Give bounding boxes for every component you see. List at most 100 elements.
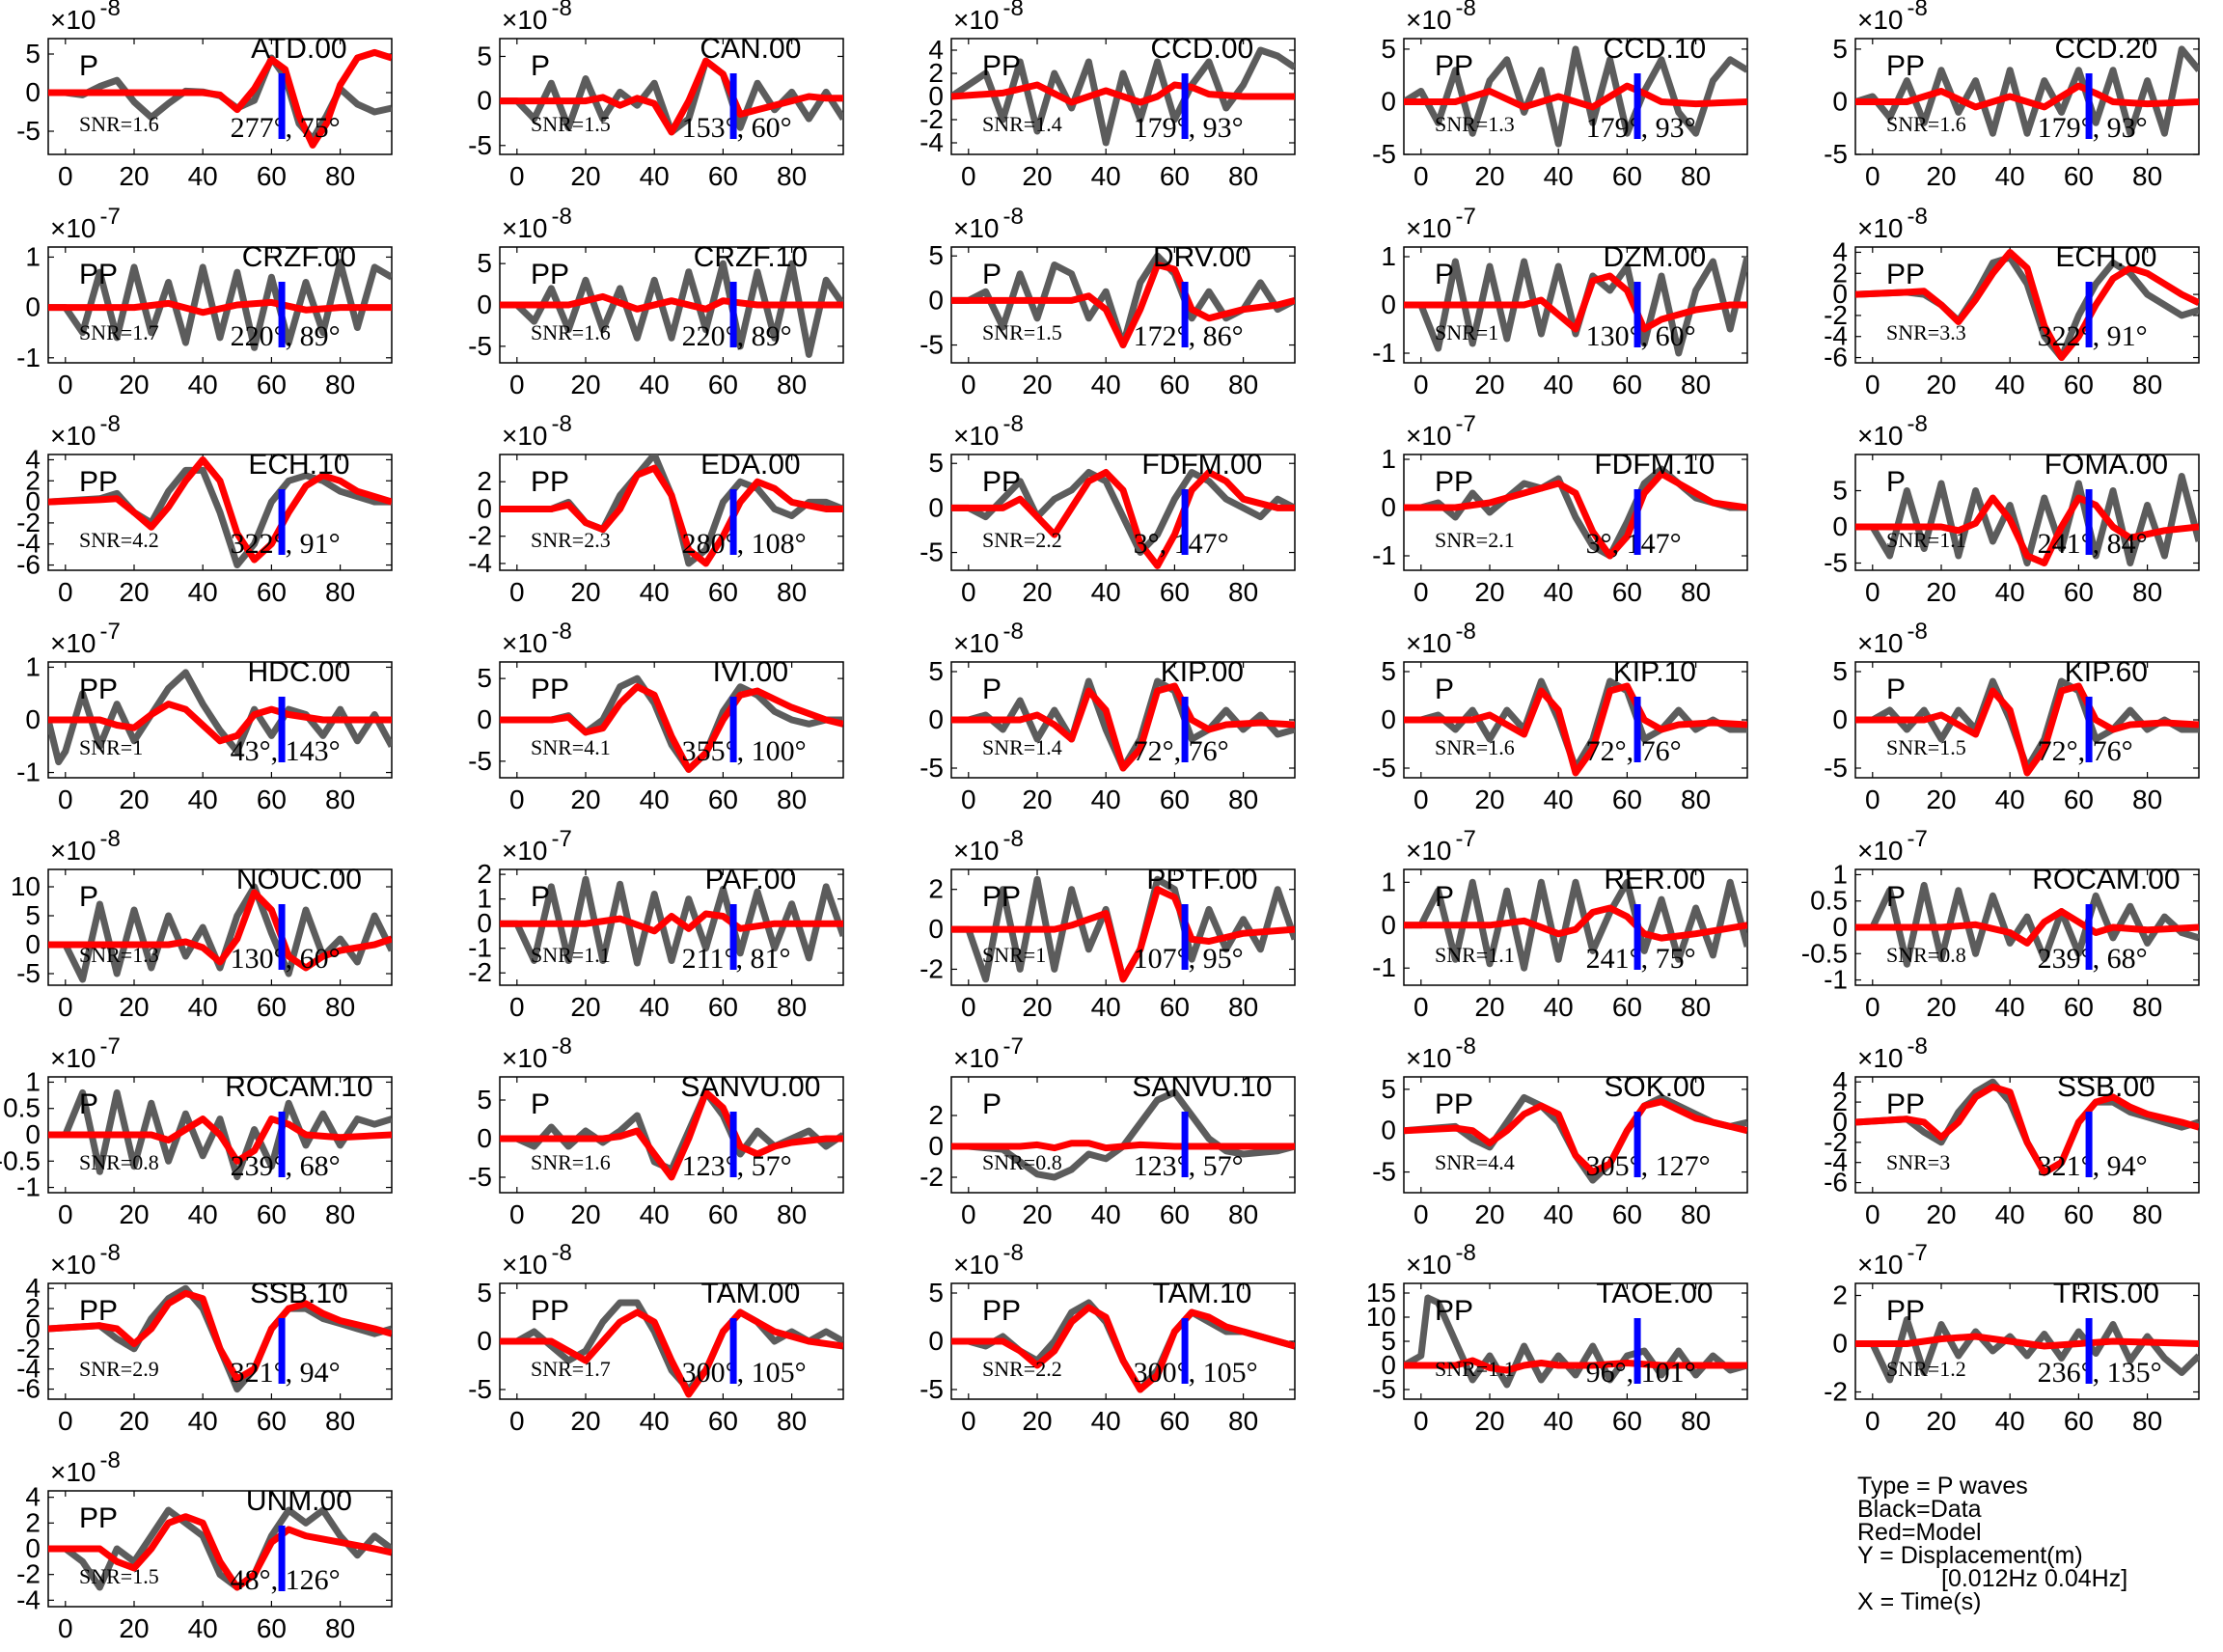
snr-label: SNR=1.6	[1886, 112, 1966, 136]
x-tick-label: 40	[640, 1406, 670, 1436]
x-tick-label: 80	[777, 1406, 807, 1436]
x-tick-label: 80	[2132, 1406, 2162, 1436]
y-tick-label: -2	[919, 1162, 944, 1192]
y-exponent-label: ×10 -7	[50, 619, 121, 658]
x-tick-label: 60	[708, 992, 738, 1022]
y-tick-label: 5	[1381, 656, 1396, 686]
azimuth-takeoff-label: 130°, 60°	[1586, 320, 1696, 352]
azimuth-takeoff-label: 3°, 147°	[1586, 528, 1682, 560]
y-tick-label: 10	[11, 871, 41, 901]
y-tick-label: -6	[1824, 343, 1848, 372]
y-exponent-label: ×10 -8	[953, 0, 1024, 35]
station-label: CCD.00	[1151, 33, 1254, 65]
x-tick-label: 40	[640, 577, 670, 607]
x-tick-label: 40	[640, 785, 670, 814]
phase-label: P	[79, 881, 98, 913]
legend-red: Red=Model	[1857, 1519, 1982, 1546]
x-tick-label: 0	[1413, 577, 1429, 607]
station-label: KIP.00	[1161, 656, 1244, 688]
station-label: KIP.10	[1613, 656, 1696, 688]
y-tick-label: 2	[928, 1100, 944, 1130]
axes-box	[1403, 1076, 1748, 1194]
x-tick-label: 40	[640, 161, 670, 191]
x-tick-label: 60	[1160, 992, 1190, 1022]
y-tick-label: -5	[1372, 139, 1396, 169]
x-tick-label: 60	[708, 370, 738, 399]
snr-label: SNR=1.6	[1435, 735, 1515, 759]
y-tick-label: -1	[1372, 338, 1396, 368]
snr-label: SNR=0.8	[79, 1150, 159, 1174]
y-exponent-label: ×10 -8	[953, 826, 1024, 866]
model-trace	[951, 469, 1295, 569]
y-tick-label: -5	[16, 958, 41, 988]
y-tick-label: 0	[25, 1119, 41, 1149]
panel-kip-00: 0 20 40 60 80 5 0 -5 ×10 -8 P KIP.00 SNR=1.4 72°, 76°	[919, 619, 1296, 814]
station-label: ECH.00	[2055, 241, 2156, 273]
station-label: DRV.00	[1153, 241, 1251, 273]
y-exponent-label: ×10 -8	[1857, 619, 1928, 658]
x-tick-label: 40	[1995, 992, 2025, 1022]
x-tick-label: 60	[2064, 1199, 2094, 1229]
y-exponent-label: ×10 -7	[50, 204, 121, 243]
y-tick-label: 15	[1366, 1278, 1396, 1308]
y-tick-label: 0	[1832, 704, 1848, 734]
y-tick-label: -4	[468, 548, 492, 578]
axes-box	[1403, 454, 1748, 571]
x-tick-label: 40	[1091, 1406, 1121, 1436]
y-tick-label: 4	[25, 444, 41, 474]
x-tick-label: 60	[257, 1199, 287, 1229]
x-tick-label: 80	[1228, 992, 1258, 1022]
x-tick-label: 80	[1681, 1199, 1711, 1229]
y-exponent-label: ×10 -8	[1406, 619, 1476, 658]
y-tick-label: -5	[1824, 548, 1848, 578]
azimuth-takeoff-label: 236°, 135°	[2038, 1357, 2162, 1389]
station-label: NOUC.00	[236, 864, 362, 895]
x-tick-label: 20	[1022, 161, 1052, 191]
azimuth-takeoff-label: 48°, 126°	[231, 1564, 341, 1596]
y-exponent-label: ×10 -8	[50, 1240, 121, 1280]
phase-label: PP	[79, 1295, 118, 1327]
station-label: SANVU.10	[1132, 1071, 1272, 1103]
model-trace	[48, 1289, 392, 1383]
y-tick-label: 0	[928, 704, 944, 734]
snr-label: SNR=4.4	[1435, 1150, 1515, 1174]
y-tick-label: -1	[16, 757, 41, 787]
panel-can-00: 0 20 40 60 80 5 0 -5 ×10 -8 P CAN.00 SNR=1.5 153°, 60…	[468, 0, 844, 191]
model-trace	[1855, 1333, 2199, 1350]
axes-box	[47, 38, 393, 155]
x-tick-label: 40	[188, 1406, 218, 1436]
y-exponent-label: ×10 -8	[1857, 0, 1928, 35]
x-tick-label: 80	[2132, 577, 2162, 607]
y-tick-label: 0	[25, 1313, 41, 1343]
y-tick-label: 5	[1381, 1326, 1396, 1356]
snr-label: SNR=1.4	[982, 112, 1062, 136]
azimuth-takeoff-label: 322°, 91°	[2038, 320, 2148, 352]
x-tick-label: 0	[1865, 992, 1880, 1022]
azimuth-takeoff-label: 43°, 143°	[231, 735, 341, 767]
y-tick-label: 0	[928, 492, 944, 522]
x-tick-label: 40	[188, 577, 218, 607]
y-tick-label: 0	[477, 1123, 492, 1153]
x-tick-label: 40	[640, 992, 670, 1022]
station-label: DZM.00	[1604, 241, 1707, 273]
y-tick-label: -1	[16, 343, 41, 372]
x-tick-label: 60	[2064, 992, 2094, 1022]
y-tick-label: -6	[1824, 1168, 1848, 1198]
x-tick-label: 80	[325, 992, 355, 1022]
y-tick-label: -2	[16, 1559, 41, 1589]
y-tick-label: 1	[25, 651, 41, 681]
y-exponent-label: ×10 -8	[502, 204, 572, 243]
y-exponent-label: ×10 -8	[502, 1240, 572, 1280]
x-tick-label: 0	[1413, 785, 1429, 814]
phase-label: P	[1886, 881, 1906, 913]
azimuth-takeoff-label: 300°, 105°	[682, 1357, 807, 1389]
phase-label: P	[531, 50, 550, 82]
y-tick-label: 0	[928, 1131, 944, 1161]
model-trace	[500, 57, 843, 136]
x-tick-label: 40	[1091, 1199, 1121, 1229]
y-tick-label: 5	[928, 656, 944, 686]
x-tick-label: 80	[777, 1199, 807, 1229]
